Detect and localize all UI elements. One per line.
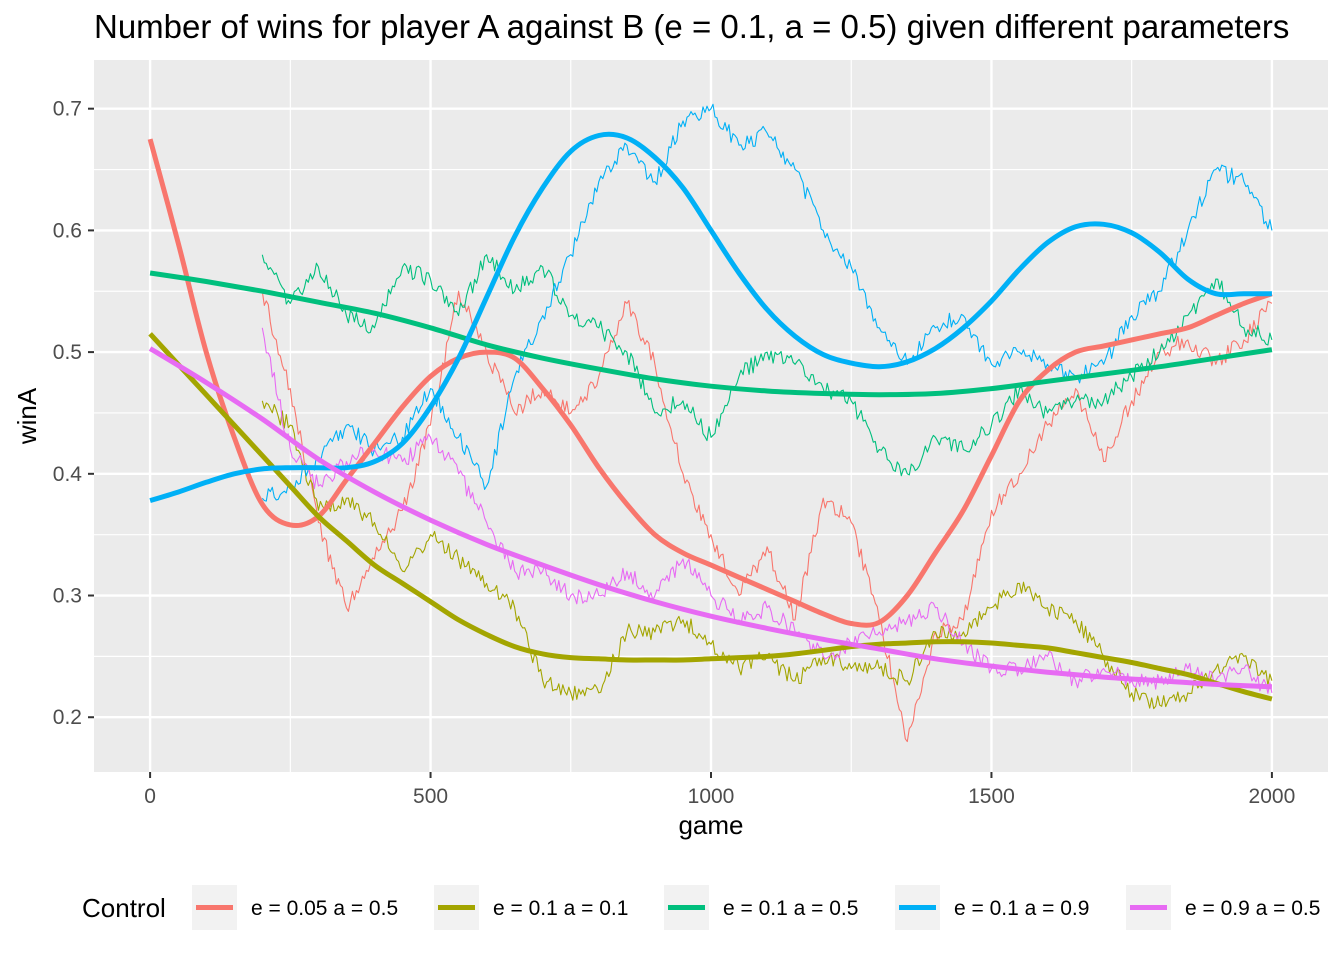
series-smooth-e-0-1-a-0-1 — [148, 332, 1273, 702]
y-tick-label: 0.6 — [53, 219, 82, 242]
legend-label: e = 0.1 a = 0.1 — [493, 897, 628, 920]
series-raw-e-0-05-a-0-5 — [261, 290, 1273, 743]
series-smooth-e-0-9-a-0-5 — [148, 346, 1273, 690]
series-raw-e-0-1-a-0-5 — [261, 254, 1273, 477]
y-tick-label: 0.3 — [53, 585, 82, 608]
series-smooth-e-0-1-a-0-9 — [149, 131, 1272, 503]
axis-ticks: 0 500 1000 1500 2000 0.2 0.3 0.4 0.5 0.6 0.7 — [53, 98, 1295, 808]
series-raw-e-0-9-a-0-5 — [261, 327, 1273, 694]
series-smooth-e-0-1-a-0-5 — [149, 270, 1273, 398]
y-tick-label: 0.2 — [53, 706, 82, 729]
legend-label: e = 0.1 a = 0.9 — [954, 897, 1089, 920]
y-axis-title: winA — [12, 387, 42, 445]
legend: Control e = 0.05 a = 0.5 e = 0.1 a = 0.1 e… — [82, 885, 1320, 930]
series-layer — [147, 103, 1273, 743]
chart-title: Number of wins for player A against B (e… — [94, 8, 1289, 45]
x-tick-label: 500 — [413, 785, 448, 808]
y-tick-label: 0.7 — [53, 98, 82, 121]
x-tick-label: 1000 — [688, 785, 735, 808]
x-tick-label: 1500 — [968, 785, 1015, 808]
legend-label: e = 0.05 a = 0.5 — [251, 897, 398, 920]
legend-title: Control — [82, 893, 166, 923]
y-tick-label: 0.5 — [53, 341, 82, 364]
x-tick-label: 2000 — [1249, 785, 1296, 808]
legend-label: e = 0.9 a = 0.5 — [1185, 897, 1320, 920]
legend-label: e = 0.1 a = 0.5 — [723, 897, 858, 920]
y-tick-label: 0.4 — [53, 463, 83, 486]
x-tick-label: 0 — [144, 785, 156, 808]
x-axis-title: game — [678, 810, 743, 840]
series-raw-e-0-1-a-0-9 — [261, 103, 1273, 502]
